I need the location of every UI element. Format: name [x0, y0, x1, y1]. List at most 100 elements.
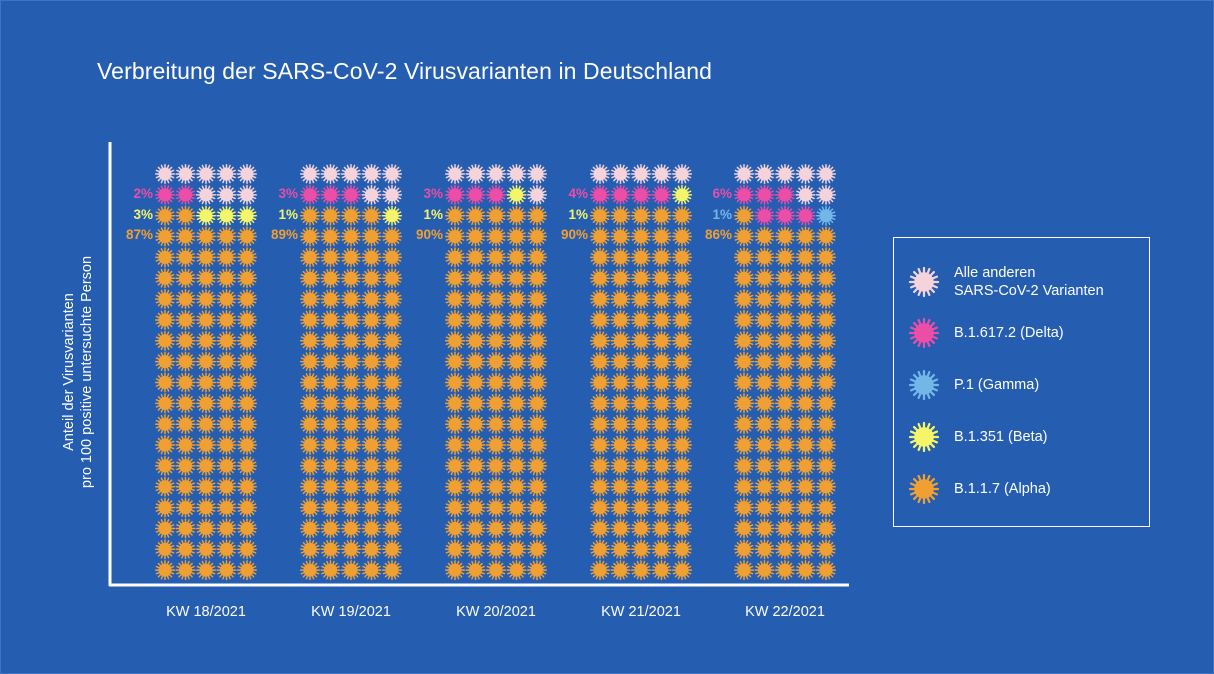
virus-icon-alpha: [465, 226, 486, 247]
virus-icon-alpha: [195, 247, 217, 268]
virus-icon-alpha: [195, 330, 217, 351]
legend-label-beta: B.1.351 (Beta): [954, 429, 1048, 445]
virus-icon-alpha: [815, 351, 837, 372]
virus-icon-alpha: [795, 289, 816, 310]
virus-icon-alpha: [651, 351, 672, 372]
virus-icon-alpha: [651, 435, 672, 456]
virus-icon-alpha: [299, 226, 321, 247]
data-label-alpha-2: 89%: [271, 227, 298, 242]
virus-icon-alpha: [361, 539, 382, 560]
data-label-delta-1: 2%: [133, 186, 153, 201]
virus-icon-alpha: [361, 351, 382, 372]
virus-icon-alpha: [444, 268, 466, 289]
virus-icon-alpha: [381, 518, 403, 539]
virus-icon-alpha: [465, 330, 486, 351]
virus-icon-alpha: [361, 289, 382, 310]
virus-icon-alpha: [444, 289, 466, 310]
virus-icon-alpha: [774, 247, 796, 268]
virus-icon-alpha: [216, 518, 237, 539]
virus-icon-alpha: [485, 330, 507, 351]
virus-icon-alpha: [361, 247, 382, 268]
virus-icon-alpha: [236, 476, 258, 497]
virus-icon-alpha: [299, 539, 321, 560]
virus-icon-alpha: [465, 393, 486, 414]
virus-icon-alpha: [236, 518, 258, 539]
virus-icon-alpha: [361, 268, 382, 289]
virus-icon-alpha: [610, 435, 631, 456]
virus-icon-alpha: [381, 455, 403, 476]
virus-icon-alpha: [195, 539, 217, 560]
virus-icon-alpha: [485, 435, 507, 456]
virus-icon-alpha: [815, 393, 837, 414]
virus-icon-alpha: [651, 497, 672, 518]
virus-icon-alpha: [485, 455, 507, 476]
virus-icon-alpha: [236, 309, 258, 330]
virus-icon-alpha: [774, 289, 796, 310]
virus-icon-delta: [175, 184, 196, 205]
virus-icon-other: [908, 266, 940, 298]
virus-icon-other: [361, 163, 382, 185]
virus-icon-alpha: [195, 309, 217, 330]
virus-icon-alpha: [506, 476, 527, 497]
virus-icon-alpha: [175, 393, 196, 414]
virus-icon-alpha: [610, 518, 631, 539]
virus-icon-alpha: [671, 268, 693, 289]
virus-icon-alpha: [465, 435, 486, 456]
virus-icon-alpha: [361, 497, 382, 518]
virus-icon-alpha: [216, 435, 237, 456]
virus-icon-alpha: [795, 560, 816, 581]
virus-icon-alpha: [506, 289, 527, 310]
virus-icon-alpha: [630, 414, 652, 435]
virus-icon-alpha: [754, 247, 775, 268]
virus-icon-alpha: [526, 226, 548, 247]
virus-icon-alpha: [444, 205, 466, 226]
virus-icon-alpha: [526, 268, 548, 289]
virus-icon-alpha: [651, 205, 672, 226]
virus-icon-alpha: [236, 372, 258, 393]
virus-icon-alpha: [651, 268, 672, 289]
virus-icon-alpha: [320, 372, 341, 393]
virus-icon-alpha: [236, 497, 258, 518]
virus-icon-alpha: [299, 497, 321, 518]
virus-icon-alpha: [589, 330, 611, 351]
virus-icon-alpha: [671, 372, 693, 393]
virus-icon-alpha: [754, 351, 775, 372]
data-label-beta-1: 3%: [133, 207, 153, 222]
virus-icon-alpha: [506, 497, 527, 518]
chart-title: Verbreitung der SARS-CoV-2 Virusvariante…: [97, 58, 713, 84]
virus-icon-alpha: [589, 518, 611, 539]
virus-icon-gamma: [815, 205, 837, 226]
virus-icon-alpha: [175, 560, 196, 581]
virus-icon-alpha: [671, 414, 693, 435]
virus-icon-beta: [908, 421, 940, 453]
virus-icon-delta: [774, 184, 796, 205]
virus-icon-alpha: [236, 289, 258, 310]
virus-icon-alpha: [216, 247, 237, 268]
virus-icon-alpha: [175, 330, 196, 351]
virus-icon-alpha: [526, 497, 548, 518]
virus-icon-alpha: [908, 473, 940, 505]
virus-icon-other: [795, 163, 816, 185]
virus-icon-alpha: [526, 476, 548, 497]
virus-icon-alpha: [589, 497, 611, 518]
virus-icon-alpha: [154, 560, 176, 581]
virus-icon-delta: [733, 184, 755, 205]
virus-icon-alpha: [175, 351, 196, 372]
virus-icon-alpha: [815, 539, 837, 560]
virus-icon-beta: [381, 205, 403, 226]
virus-icon-alpha: [589, 539, 611, 560]
virus-icon-alpha: [216, 330, 237, 351]
virus-icon-alpha: [671, 330, 693, 351]
virus-icon-alpha: [485, 560, 507, 581]
virus-icon-alpha: [506, 560, 527, 581]
data-label-alpha-1: 87%: [126, 227, 153, 242]
virus-icon-other: [381, 163, 403, 185]
virus-icon-alpha: [340, 351, 362, 372]
virus-icon-other: [236, 163, 258, 185]
week-group-1: 2% 3% 87% KW 18/2021: [126, 163, 258, 620]
virus-icon-alpha: [754, 476, 775, 497]
virus-icon-alpha: [589, 268, 611, 289]
virus-icon-alpha: [774, 518, 796, 539]
virus-icon-other: [651, 163, 672, 185]
virus-icon-delta: [908, 317, 940, 349]
